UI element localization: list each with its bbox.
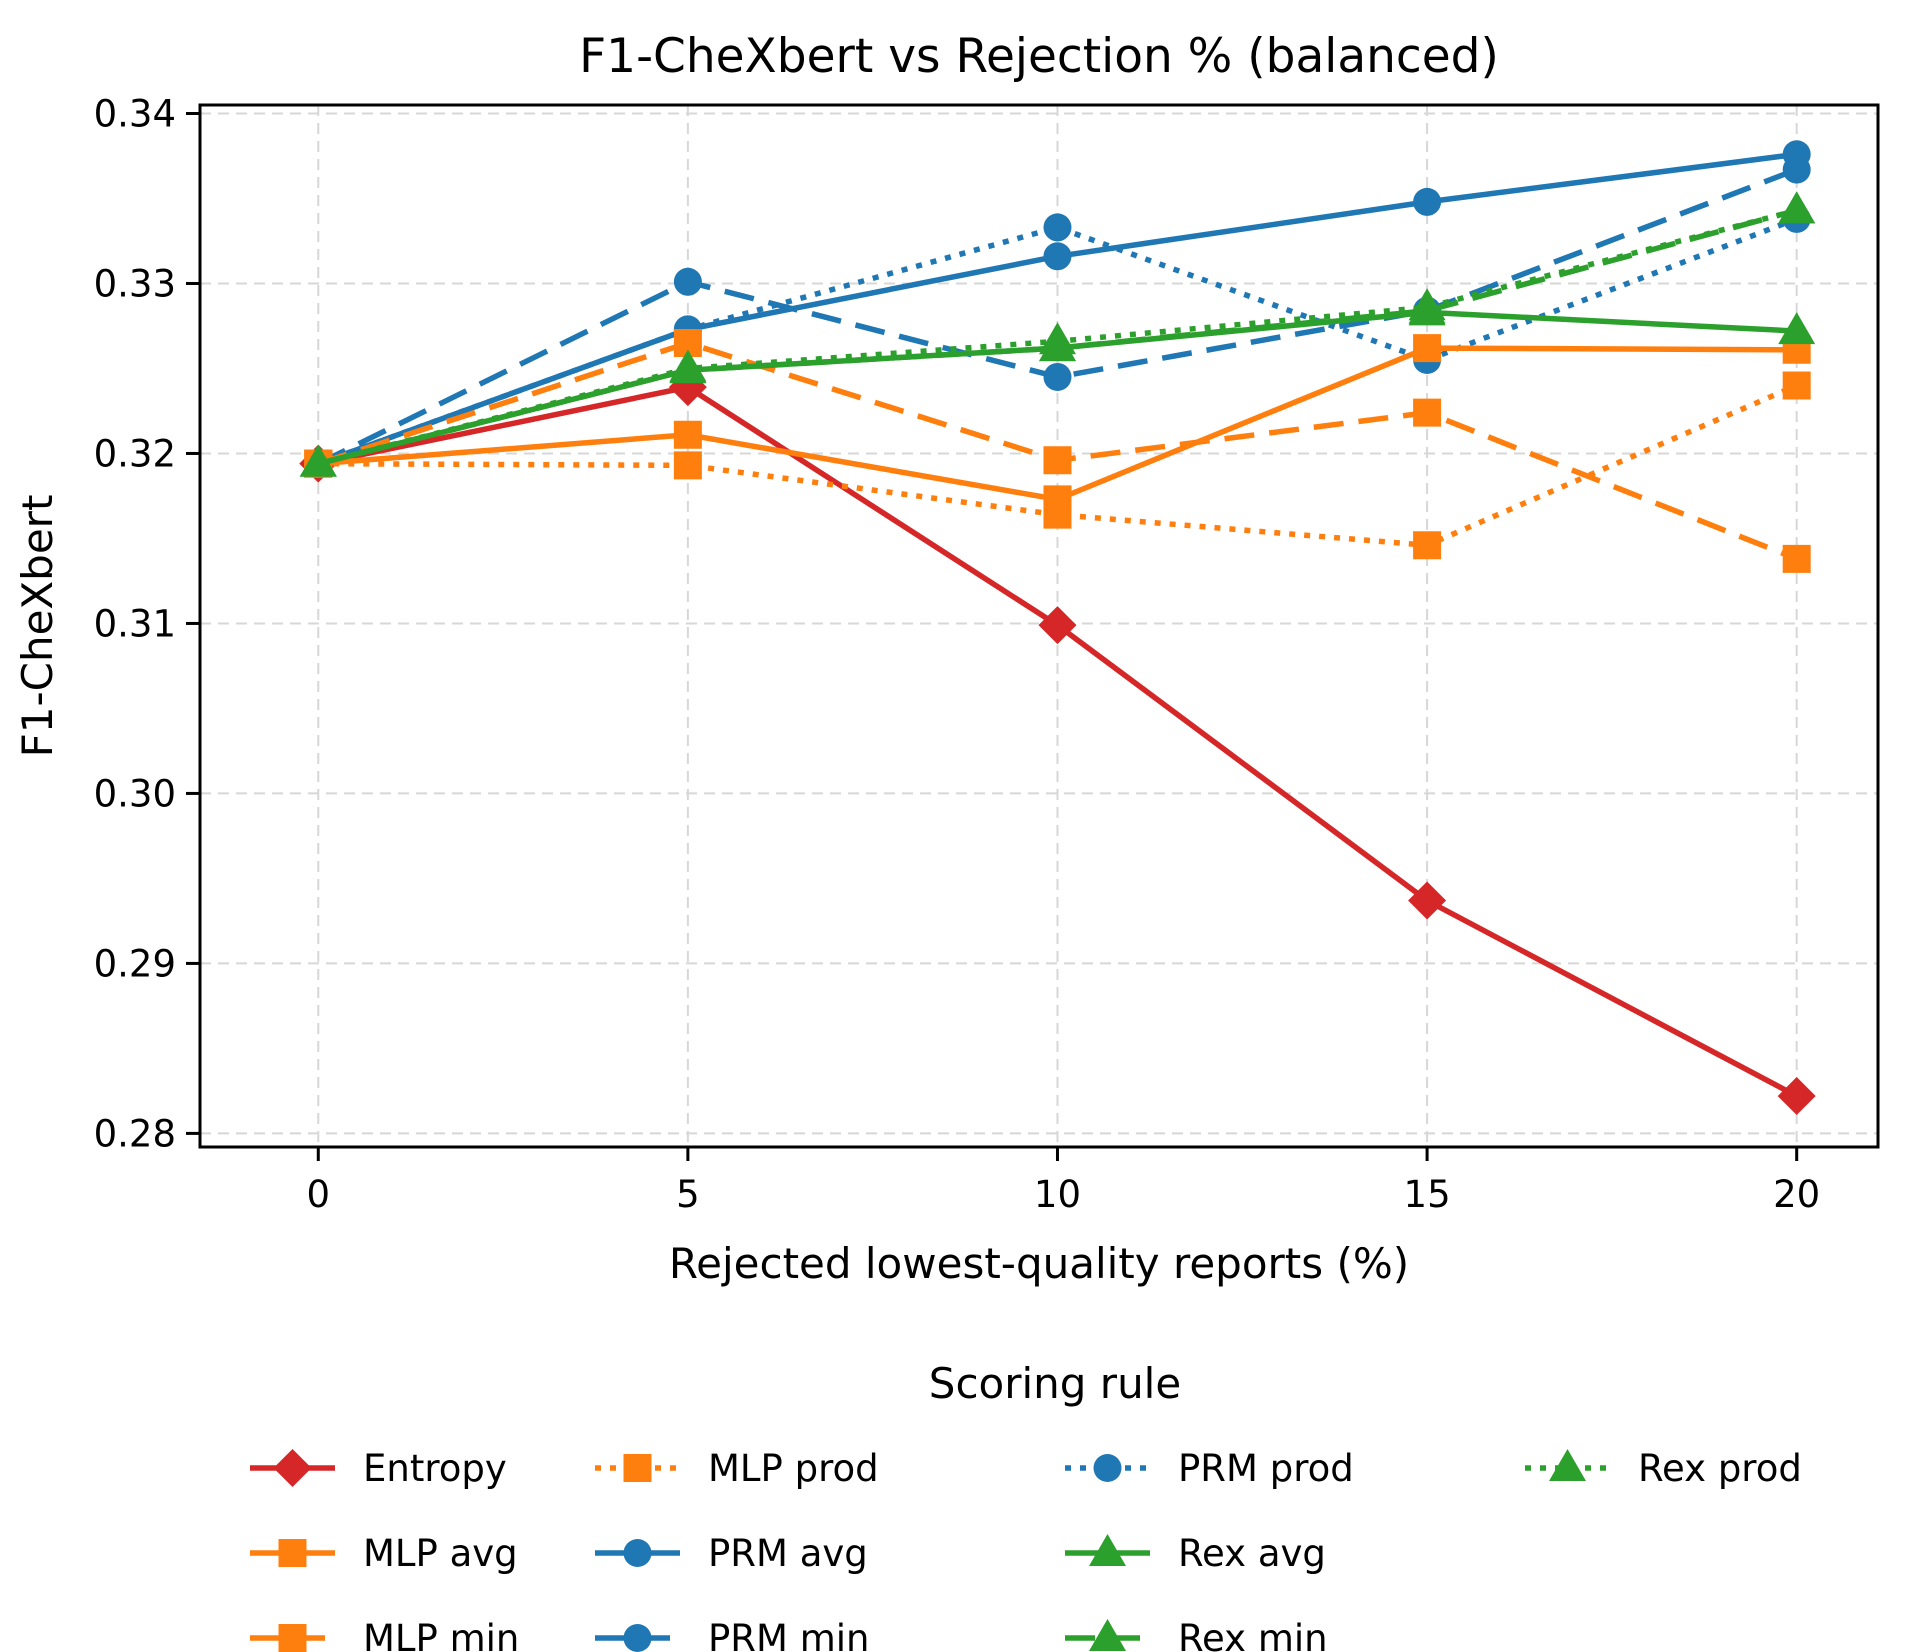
data-point-marker bbox=[1413, 187, 1442, 216]
legend-marker-diamond-icon bbox=[273, 1449, 312, 1487]
legend-label: MLP prod bbox=[708, 1447, 879, 1490]
data-point-marker bbox=[1777, 1077, 1816, 1116]
data-point-marker bbox=[1038, 322, 1076, 355]
data-point-marker bbox=[1043, 242, 1072, 271]
series-line bbox=[317, 207, 1798, 467]
legend-marker-circle-icon bbox=[623, 1539, 652, 1567]
y-tick-label: 0.31 bbox=[94, 602, 176, 645]
data-point-marker bbox=[673, 328, 702, 357]
gridlines bbox=[200, 105, 1878, 1147]
y-tick-label: 0.29 bbox=[94, 942, 176, 985]
series-lines bbox=[299, 140, 1816, 1116]
legend-marker-circle-icon bbox=[1093, 1454, 1122, 1482]
series-mlp-min bbox=[304, 328, 1811, 573]
data-point-marker bbox=[1043, 446, 1072, 475]
legend-label: PRM prod bbox=[1178, 1447, 1354, 1490]
y-axis-label: F1-CheXbert bbox=[13, 495, 62, 758]
series-entropy bbox=[299, 368, 1816, 1116]
legend-marker-triangle-icon bbox=[1089, 1619, 1126, 1651]
data-point-marker bbox=[1413, 398, 1442, 427]
data-point-marker bbox=[299, 444, 337, 477]
data-point-marker bbox=[1778, 312, 1816, 345]
legend-item-entropy: Entropy bbox=[250, 1447, 507, 1490]
x-tick-label: 20 bbox=[1773, 1173, 1820, 1216]
legend-label: Rex prod bbox=[1638, 1447, 1802, 1490]
data-point-marker bbox=[1043, 362, 1072, 391]
y-tick-label: 0.34 bbox=[94, 92, 176, 135]
x-tick-label: 15 bbox=[1404, 1173, 1451, 1216]
legend-label: Rex avg bbox=[1178, 1532, 1326, 1575]
legend-label: MLP avg bbox=[363, 1532, 518, 1575]
data-point-marker bbox=[1043, 500, 1072, 529]
legend-marker-square-icon bbox=[623, 1454, 652, 1482]
y-tick-label: 0.30 bbox=[94, 772, 176, 815]
legend-title: Scoring rule bbox=[929, 1359, 1181, 1408]
y-tick-label: 0.32 bbox=[94, 432, 176, 475]
series-rex-prod bbox=[299, 191, 1816, 477]
data-point-marker bbox=[1043, 213, 1072, 242]
data-point-marker bbox=[1038, 606, 1077, 645]
data-point-marker bbox=[673, 267, 702, 296]
data-point-marker bbox=[1782, 371, 1811, 400]
data-point-marker bbox=[1413, 531, 1442, 560]
legend-marker-circle-icon bbox=[623, 1624, 652, 1652]
legend-item-mlp-avg: MLP avg bbox=[250, 1532, 518, 1575]
legend-label: PRM min bbox=[708, 1617, 869, 1652]
data-point-marker bbox=[1413, 334, 1442, 363]
plot-frame bbox=[198, 103, 1880, 1149]
legend-item-mlp-min: MLP min bbox=[250, 1617, 519, 1652]
x-tick-label: 0 bbox=[306, 1173, 330, 1216]
data-point-marker bbox=[1782, 544, 1811, 573]
legend: Entropy MLP avg MLP min MLP prod PRM avg PRM … bbox=[250, 1447, 1802, 1652]
legend-item-mlp-prod: MLP prod bbox=[595, 1447, 879, 1490]
legend-item-prm-prod: PRM prod bbox=[1065, 1447, 1354, 1490]
y-tick-label: 0.33 bbox=[94, 262, 176, 305]
legend-marker-square-icon bbox=[278, 1539, 307, 1567]
legend-item-prm-min: PRM min bbox=[595, 1617, 869, 1652]
legend-item-rex-min: Rex min bbox=[1065, 1617, 1328, 1652]
data-point-marker bbox=[673, 420, 702, 449]
data-point-marker bbox=[669, 349, 707, 382]
x-axis-label: Rejected lowest-quality reports (%) bbox=[669, 1239, 1409, 1288]
legend-item-rex-avg: Rex avg bbox=[1065, 1532, 1326, 1575]
legend-marker-square-icon bbox=[278, 1624, 307, 1652]
legend-label: MLP min bbox=[363, 1617, 519, 1652]
legend-label: PRM avg bbox=[708, 1532, 868, 1575]
legend-marker-triangle-icon bbox=[1089, 1534, 1126, 1566]
chart-title: F1-CheXbert vs Rejection % (balanced) bbox=[579, 29, 1499, 84]
series-line bbox=[318, 382, 1798, 549]
data-point-marker bbox=[1778, 191, 1816, 224]
x-tick-label: 5 bbox=[676, 1173, 700, 1216]
legend-marker-triangle-icon bbox=[1549, 1449, 1586, 1481]
legend-label: Entropy bbox=[363, 1447, 507, 1490]
data-point-marker bbox=[1408, 881, 1447, 920]
y-tick-label: 0.28 bbox=[94, 1112, 176, 1155]
axis-ticks: 0.28 0.29 0.30 0.31 0.32 0.33 0.34 0 5 10 15 20 bbox=[94, 92, 1821, 1216]
x-tick-label: 10 bbox=[1034, 1173, 1081, 1216]
data-point-marker bbox=[1408, 288, 1446, 321]
data-point-marker bbox=[1782, 155, 1811, 184]
legend-label: Rex min bbox=[1178, 1617, 1328, 1652]
legend-item-prm-avg: PRM avg bbox=[595, 1532, 868, 1575]
data-point-marker bbox=[673, 451, 702, 480]
legend-item-rex-prod: Rex prod bbox=[1525, 1447, 1802, 1490]
